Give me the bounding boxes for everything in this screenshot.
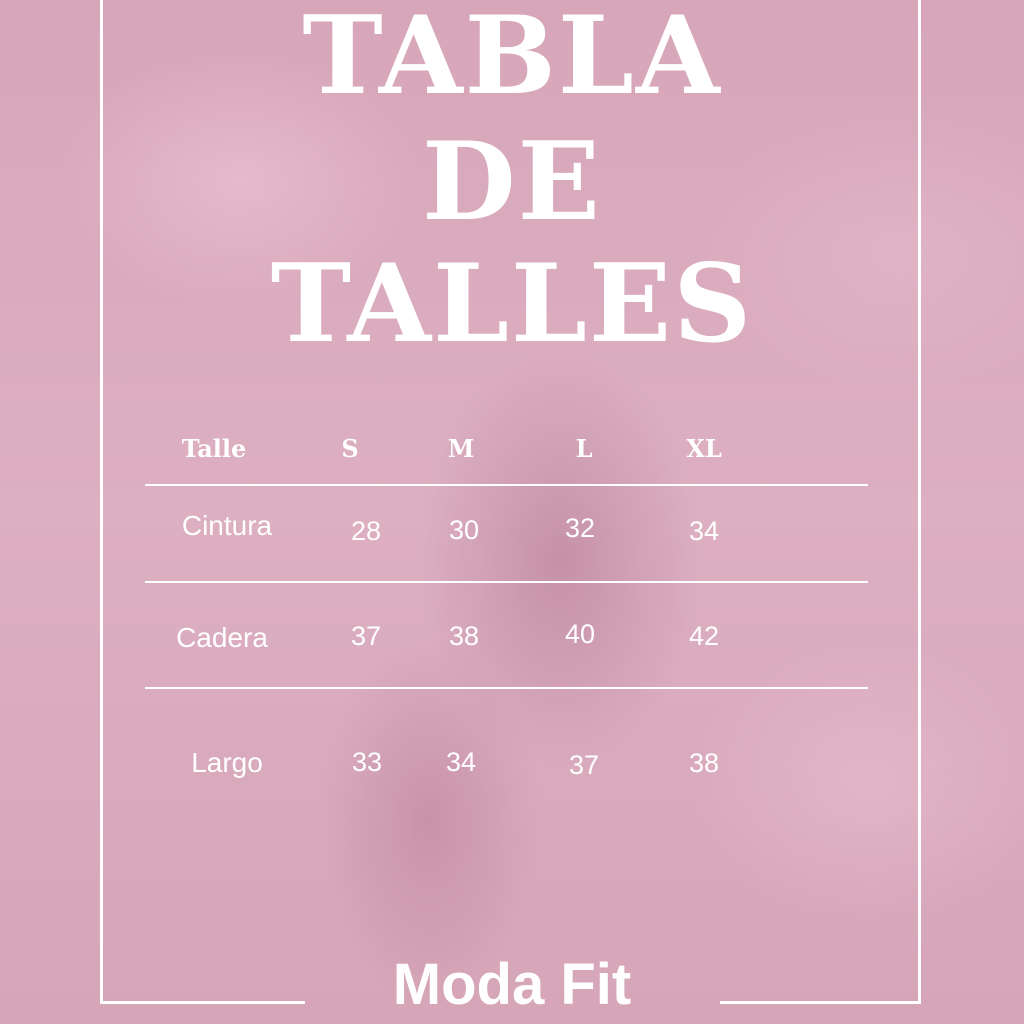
header-s: S — [341, 434, 359, 463]
table-divider — [145, 687, 868, 689]
frame-border-bottom-left — [100, 1001, 305, 1004]
cell-value: 37 — [350, 621, 382, 651]
cell-value: 37 — [568, 750, 600, 780]
frame-border-bottom-right — [720, 1001, 921, 1004]
cell-value: 32 — [564, 513, 596, 543]
brand-name: Moda Fit — [392, 952, 632, 1017]
cell-value: 33 — [351, 747, 383, 777]
table-divider — [145, 581, 868, 583]
cell-value: 30 — [448, 515, 480, 545]
cell-value: 34 — [688, 516, 720, 546]
cell-value: 38 — [688, 748, 720, 778]
row-label: Cintura — [181, 510, 273, 541]
header-m: M — [447, 434, 475, 463]
cell-value: 40 — [564, 619, 596, 649]
cell-value: 28 — [350, 516, 382, 546]
header-l: L — [575, 434, 593, 463]
table-divider — [145, 484, 868, 486]
title-line-3: TALLES — [270, 241, 754, 367]
cell-value: 34 — [445, 747, 477, 777]
cell-value: 38 — [448, 621, 480, 651]
header-talle: Talle — [181, 434, 247, 463]
header-xl: XL — [686, 434, 722, 463]
cell-value: 42 — [688, 621, 720, 651]
frame-border-left — [100, 0, 103, 1004]
row-label: Largo — [191, 747, 263, 778]
title-line-2: DE — [422, 119, 602, 245]
frame-border-right — [918, 0, 921, 1004]
row-label: Cadera — [176, 622, 268, 653]
title-line-1: TABLA — [302, 0, 722, 119]
